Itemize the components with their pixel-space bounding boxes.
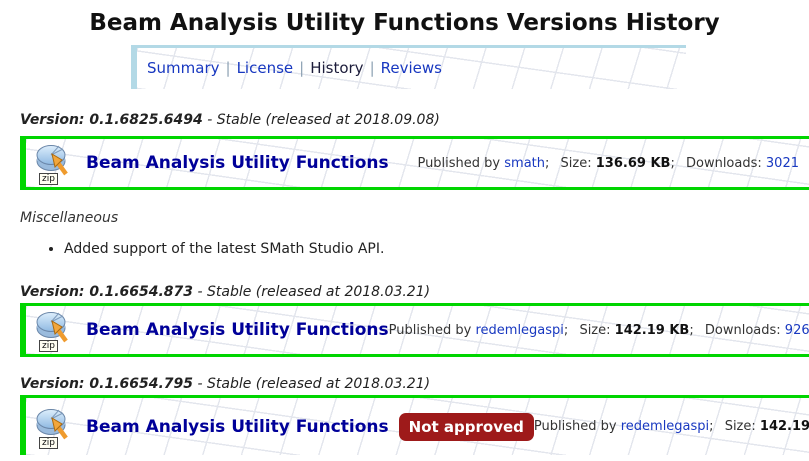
size-value: 142.19 KB bbox=[759, 419, 809, 434]
version-number: Version: 0.1.6825.6494 bbox=[20, 112, 203, 128]
section-nav-bar: Summary | License | History | Reviews bbox=[131, 45, 686, 89]
published-by-label: Published by bbox=[388, 322, 472, 338]
version-number: Version: 0.1.6654.795 bbox=[20, 376, 194, 392]
downloads-count-link[interactable]: 3021 bbox=[765, 155, 799, 171]
nav-tab-reviews[interactable]: Reviews bbox=[380, 59, 442, 77]
page-title: Beam Analysis Utility Functions Versions… bbox=[89, 10, 720, 36]
package-disc-icon bbox=[36, 408, 68, 439]
size-value: 142.19 KB bbox=[614, 322, 690, 338]
downloads-label: Downloads: bbox=[704, 322, 781, 338]
size-value: 136.69 KB bbox=[595, 155, 671, 171]
nav-separator: | bbox=[225, 59, 231, 77]
package-stats: Published by redemlegaspi; Size: 142.19 … bbox=[389, 323, 809, 338]
package-disc-icon bbox=[36, 145, 68, 176]
package-zip-icon[interactable]: zip bbox=[32, 405, 74, 449]
package-name-link[interactable]: Beam Analysis Utility Functions bbox=[86, 416, 389, 437]
version-heading-1: Version: 0.1.6825.6494 - Stable (release… bbox=[20, 112, 809, 129]
published-by-label: Published by bbox=[417, 155, 501, 171]
package-row-2: zip Beam Analysis Utility Functions Publ… bbox=[20, 303, 809, 357]
version-heading-3: Version: 0.1.6654.795 - Stable (released… bbox=[20, 376, 809, 393]
downloads-label: Downloads: bbox=[685, 155, 762, 171]
nav-tab-history-current: History bbox=[310, 59, 364, 77]
package-stats: Published by redemlegaspi; Size: 142.19 … bbox=[534, 419, 809, 434]
not-approved-badge: Not approved bbox=[398, 412, 534, 441]
package-row-1: zip Beam Analysis Utility Functions Publ… bbox=[20, 136, 809, 190]
package-zip-icon[interactable]: zip bbox=[32, 141, 74, 185]
release-note-item: Added support of the latest SMath Studio… bbox=[64, 240, 809, 258]
downloads-count-link[interactable]: 926 bbox=[784, 322, 809, 338]
publisher-link[interactable]: smath bbox=[504, 155, 546, 171]
package-stats: Published by smath; Size: 136.69 KB; Dow… bbox=[417, 156, 799, 171]
package-row-3: zip Beam Analysis Utility Functions Not … bbox=[20, 395, 809, 455]
separator: ; bbox=[709, 419, 714, 434]
package-name-link[interactable]: Beam Analysis Utility Functions bbox=[86, 153, 389, 173]
package-name-link[interactable]: Beam Analysis Utility Functions bbox=[86, 320, 389, 340]
nav-tab-summary[interactable]: Summary bbox=[147, 59, 220, 77]
version-release-info: - Stable (released at 2018.03.21) bbox=[193, 376, 431, 392]
zip-file-tag: zip bbox=[39, 436, 58, 449]
nav-separator: | bbox=[299, 59, 305, 77]
nav-tab-license[interactable]: License bbox=[236, 59, 294, 77]
release-notes-list: Added support of the latest SMath Studio… bbox=[20, 240, 809, 258]
version-heading-2: Version: 0.1.6654.873 - Stable (released… bbox=[20, 284, 809, 301]
size-label: Size: bbox=[724, 419, 756, 434]
zip-file-tag: zip bbox=[39, 340, 58, 352]
versions-history-content: Version: 0.1.6825.6494 - Stable (release… bbox=[20, 112, 809, 455]
package-disc-icon bbox=[36, 312, 68, 343]
publisher-link[interactable]: redemlegaspi bbox=[620, 419, 710, 434]
size-label: Size: bbox=[560, 155, 592, 171]
separator: ; bbox=[563, 322, 569, 338]
version-release-info: - Stable (released at 2018.09.08) bbox=[202, 112, 440, 128]
package-zip-icon[interactable]: zip bbox=[32, 308, 74, 352]
published-by-label: Published by bbox=[533, 419, 617, 434]
size-label: Size: bbox=[579, 322, 611, 338]
nav-separator: | bbox=[369, 59, 375, 77]
notes-heading: Miscellaneous bbox=[20, 210, 119, 226]
separator: ; bbox=[545, 155, 550, 171]
zip-file-tag: zip bbox=[39, 173, 58, 185]
separator: ; bbox=[689, 322, 694, 338]
version-release-info: - Stable (released at 2018.03.21) bbox=[193, 284, 431, 300]
separator: ; bbox=[670, 155, 675, 171]
version-number: Version: 0.1.6654.873 bbox=[20, 284, 194, 300]
publisher-link[interactable]: redemlegaspi bbox=[475, 322, 564, 338]
